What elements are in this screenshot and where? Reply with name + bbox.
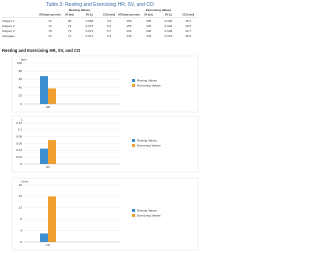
table-cell: 14.7 — [185, 29, 191, 33]
y-tick-label: 60 — [19, 77, 23, 81]
bar — [48, 196, 56, 242]
group-header: Exercising Values — [146, 8, 172, 12]
table-cell: 5.7 — [107, 29, 112, 33]
column-header: HR (beats per min) — [118, 14, 139, 17]
bar — [40, 233, 48, 242]
table-cell: 71 — [68, 34, 72, 38]
y-axis-label: L — [21, 117, 23, 121]
y-tick-label: 0 — [20, 162, 22, 166]
legend-label: Resting Values — [137, 208, 157, 212]
chart-frame — [11, 115, 199, 173]
legend-swatch — [132, 144, 135, 147]
y-tick-label: 0.12 — [16, 121, 22, 125]
legend-swatch — [132, 139, 135, 142]
legend-label: Resting Values — [137, 138, 157, 142]
y-tick-label: 0.06 — [16, 141, 22, 145]
y-tick-label: 80 — [19, 69, 23, 73]
table-cell: 0.068 — [86, 19, 94, 23]
y-tick-label: 20 — [19, 183, 23, 187]
y-tick-label: 100 — [17, 61, 22, 65]
table-cell: 4.9 — [107, 19, 112, 23]
table-cell: 15.5 — [185, 34, 191, 38]
legend-swatch — [132, 209, 135, 212]
section-heading: Resting and Exercising HR, SV, and CO — [2, 48, 81, 53]
column-header: SV (L) — [86, 14, 93, 17]
bar — [48, 140, 56, 164]
bar — [48, 88, 56, 104]
table-cell: 73 — [68, 29, 72, 33]
table-cell: 0.104 — [165, 34, 173, 38]
y-tick-label: 0 — [20, 102, 22, 106]
column-header: CO (L/min) — [182, 14, 194, 17]
row-label: Subject 1 — [2, 19, 15, 23]
row-label: Subject 3 — [2, 29, 15, 33]
y-tick-label: 16 — [19, 194, 23, 198]
bar — [40, 148, 48, 164]
legend-swatch — [132, 214, 135, 217]
table-cell: 155 — [126, 19, 131, 23]
page: {"title": "Table 3: Resting and Exercisi… — [2, 1, 199, 251]
y-tick-label: 40 — [19, 85, 23, 89]
column-header: CO (L/min) — [103, 14, 115, 17]
table-cell: 0.073 — [86, 29, 94, 33]
table-cell: 0.105 — [165, 19, 173, 23]
y-axis-label: bpm — [21, 57, 27, 61]
table-cell: 72 — [48, 19, 52, 23]
bar — [40, 76, 48, 104]
y-tick-label: 4 — [20, 228, 22, 232]
table-cell: 0.071 — [86, 34, 94, 38]
y-tick-label: 12 — [19, 206, 23, 210]
legend-label: Exercising Values — [137, 213, 161, 217]
y-tick-label: 20 — [19, 94, 23, 98]
x-tick-label: CO — [46, 243, 51, 247]
table-cell: 155 — [126, 24, 131, 28]
table-cell: 72 — [68, 24, 72, 28]
table-cell: 16.3 — [185, 19, 191, 23]
table-cell: 78 — [48, 29, 52, 33]
table-cell: 0.100 — [165, 24, 173, 28]
legend-swatch — [132, 79, 135, 82]
table-cell: 105 — [146, 19, 151, 23]
y-tick-label: 0.04 — [16, 148, 22, 152]
table-title: Table 3: Resting and Exercising HR, SV, … — [46, 2, 154, 8]
y-tick-label: 0.08 — [16, 134, 22, 138]
table-cell: 15.5 — [185, 24, 191, 28]
chart-frame — [11, 177, 199, 251]
column-header: SV (L) — [165, 14, 172, 17]
column-header: SV (mL) — [65, 14, 74, 17]
legend-label: Resting Values — [137, 78, 157, 82]
legend-label: Exercising Values — [137, 143, 161, 147]
y-tick-label: 0.02 — [16, 155, 22, 159]
legend-swatch — [132, 84, 135, 87]
table-cell: 136 — [126, 29, 131, 33]
table-cell: 68 — [68, 19, 72, 23]
table-cell: 149 — [126, 34, 131, 38]
x-tick-label: HR — [46, 105, 51, 109]
table-cell: 74 — [48, 34, 52, 38]
chart-frame — [11, 55, 199, 113]
table-cell: 108 — [146, 29, 151, 33]
x-tick-label: SV — [46, 165, 50, 169]
table-cell: 0.072 — [86, 24, 94, 28]
table-cell: 100 — [146, 24, 151, 28]
table-cell: 5.2 — [107, 24, 112, 28]
y-tick-label: 8 — [20, 217, 22, 221]
row-label: Subject 2 — [2, 24, 15, 28]
table-cell: 104 — [146, 34, 151, 38]
y-tick-label: 0.1 — [18, 128, 23, 132]
group-header: Resting Values — [69, 8, 91, 12]
table-cell: 72 — [48, 24, 52, 28]
table-cell: 5.3 — [107, 34, 112, 38]
y-tick-label: 0 — [20, 240, 22, 244]
table-cell: 0.108 — [165, 29, 173, 33]
y-axis-label: L/min — [21, 179, 29, 183]
column-header: HR (beats per min) — [39, 14, 60, 17]
document: Table 3: Resting and Exercising HR, SV, … — [2, 2, 199, 251]
legend-label: Exercising Values — [137, 83, 161, 87]
row-label: Averages — [2, 34, 15, 38]
column-header: SV (mL) — [144, 14, 153, 17]
